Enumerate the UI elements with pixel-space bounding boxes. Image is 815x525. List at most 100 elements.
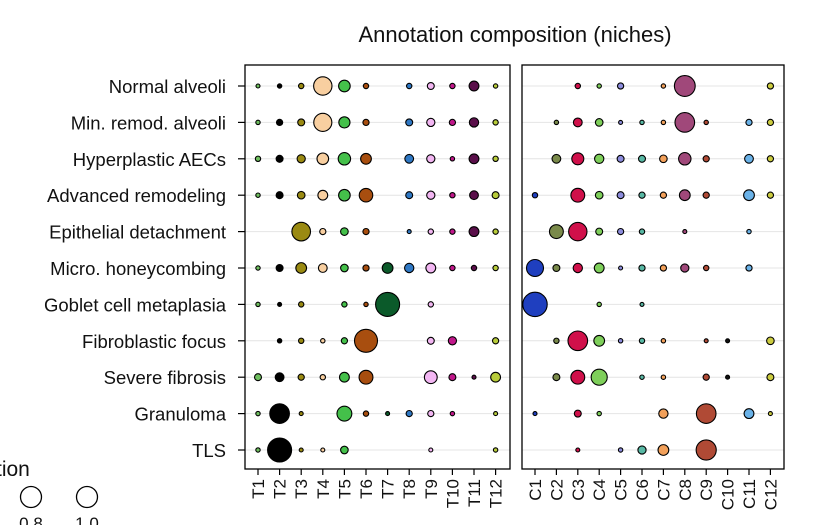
- data-point: [595, 227, 604, 236]
- data-point: [570, 369, 586, 385]
- data-point: [295, 262, 308, 274]
- chart-title: Annotation composition (niches): [358, 22, 671, 47]
- data-point: [353, 328, 379, 353]
- data-point: [702, 373, 710, 381]
- data-point: [255, 119, 261, 126]
- data-point: [255, 192, 261, 198]
- data-point: [492, 447, 499, 453]
- data-point: [491, 191, 500, 200]
- legend-size-label: 0.8: [19, 514, 43, 525]
- data-point: [593, 153, 605, 165]
- data-point: [363, 301, 369, 308]
- data-point: [596, 301, 602, 308]
- data-point: [590, 368, 608, 386]
- data-point: [659, 154, 668, 164]
- row-label: Epithelial detachment: [49, 222, 226, 243]
- data-point: [297, 118, 306, 127]
- data-point: [276, 83, 283, 89]
- data-point: [427, 409, 435, 418]
- data-point: [573, 409, 582, 418]
- data-point: [471, 374, 477, 380]
- data-point: [319, 227, 327, 236]
- data-point: [637, 445, 647, 455]
- data-point: [423, 370, 438, 385]
- panel-t-niches: T1 T2 T3 T4 T5 T6 T7 T8 T9 T10 T11 T12: [244, 64, 511, 508]
- data-point: [253, 373, 263, 382]
- data-point: [680, 263, 690, 273]
- data-point: [532, 411, 538, 417]
- data-point: [491, 337, 500, 345]
- data-point: [426, 81, 435, 91]
- data-point: [639, 374, 645, 380]
- data-point: [276, 338, 283, 344]
- data-point: [743, 189, 755, 202]
- data-point: [449, 264, 456, 272]
- data-point: [492, 83, 499, 89]
- data-point: [362, 264, 370, 272]
- legend-size-circle: [19, 485, 43, 509]
- data-point: [406, 229, 412, 235]
- data-point: [362, 410, 370, 417]
- legend-size-label: 1.0: [75, 514, 99, 525]
- column-label: C3: [569, 479, 588, 501]
- column-label: C1: [526, 479, 545, 501]
- data-point: [682, 229, 688, 235]
- data-point: [255, 83, 261, 89]
- row-label: Normal alveoli: [109, 76, 226, 97]
- data-point: [336, 405, 353, 422]
- row-label: Advanced remodeling: [47, 185, 226, 206]
- data-point: [638, 337, 646, 345]
- column-label: C9: [697, 479, 716, 501]
- data-point: [385, 411, 391, 417]
- data-point: [572, 117, 583, 128]
- data-point: [405, 118, 414, 127]
- data-point: [405, 191, 414, 200]
- data-point: [449, 191, 456, 199]
- data-point: [703, 119, 709, 126]
- data-point: [743, 408, 755, 420]
- data-point: [358, 187, 374, 203]
- data-point: [360, 152, 372, 165]
- data-point: [297, 82, 305, 90]
- data-point: [296, 154, 306, 164]
- column-label: T6: [357, 479, 376, 499]
- data-point: [553, 119, 560, 126]
- data-point: [617, 447, 624, 453]
- data-point: [767, 411, 773, 417]
- data-point: [298, 411, 304, 417]
- data-point: [525, 258, 545, 278]
- data-point: [574, 82, 582, 90]
- data-point: [658, 408, 669, 419]
- data-point: [594, 190, 604, 200]
- data-point: [426, 117, 436, 128]
- data-point: [358, 369, 374, 385]
- data-point: [275, 154, 284, 163]
- data-point: [659, 264, 668, 272]
- data-point: [593, 334, 606, 347]
- data-point: [313, 76, 333, 96]
- data-point: [340, 263, 349, 273]
- column-label: T7: [379, 479, 398, 499]
- column-label: C2: [547, 479, 566, 501]
- column-label: T8: [400, 479, 419, 499]
- data-point: [744, 153, 754, 164]
- data-point: [320, 447, 326, 453]
- data-point: [340, 337, 349, 345]
- column-label: C7: [654, 479, 673, 501]
- data-point: [291, 221, 312, 242]
- data-point: [596, 83, 602, 89]
- data-point: [553, 337, 560, 345]
- data-point: [616, 227, 625, 236]
- data-point: [296, 190, 306, 200]
- legend-size-circle: [75, 485, 99, 509]
- column-label: T3: [292, 479, 311, 499]
- column-label: C6: [633, 479, 652, 501]
- row-label: Micro. honeycombing: [50, 258, 226, 279]
- data-point: [297, 373, 305, 381]
- data-point: [468, 153, 480, 165]
- column-label: T1: [249, 479, 268, 499]
- data-point: [492, 228, 499, 235]
- data-point: [449, 228, 456, 235]
- data-point: [746, 228, 752, 235]
